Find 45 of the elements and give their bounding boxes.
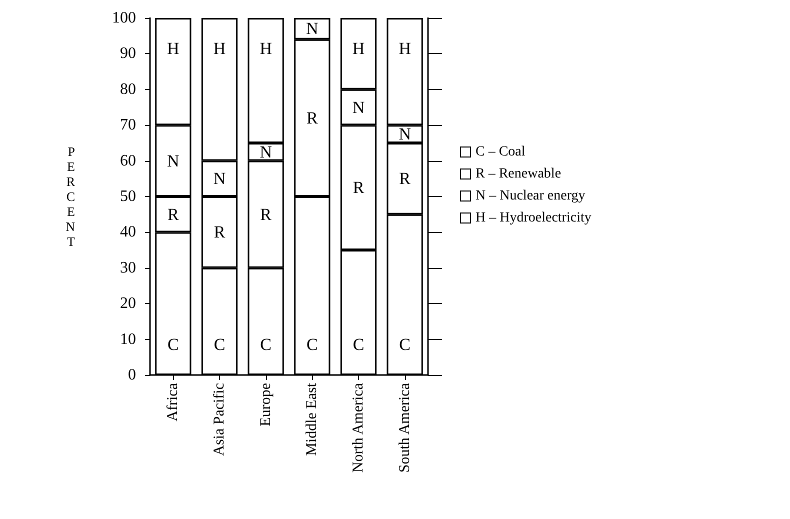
legend-label: R – Renewable [476,166,562,182]
data-label: C [352,335,364,354]
x-tick-label: Middle East [304,382,320,456]
y-tick-label: 20 [120,295,136,312]
data-label: R [214,222,226,242]
data-label: R [167,204,180,224]
data-label: H [167,39,180,58]
data-label: R [260,204,272,224]
y-tick-label: 70 [120,116,136,134]
legend-label: C – Coal [476,144,526,160]
x-tick-label: Europe [258,382,274,426]
data-label: R [306,108,318,128]
y-tick-label: 30 [120,259,136,276]
data-label: N [352,98,365,117]
data-label: H [352,39,365,58]
data-label: N [213,169,226,188]
x-tick-label: North America [350,382,366,473]
data-label: H [398,39,411,58]
x-tick-label: Asia Pacific [212,382,228,456]
y-tick-label: 50 [120,188,136,205]
data-label: R [399,169,412,188]
y-axis-title: PERCENT [66,144,76,249]
data-label: C [260,335,272,354]
x-tick-label: Africa [165,382,182,422]
legend-label: H – Hydroelectricity [476,210,592,226]
y-tick-label: 100 [112,10,136,26]
y-tick-label: 60 [120,152,136,170]
data-label: C [167,335,179,354]
data-label: H [213,39,226,58]
data-label: N [260,142,272,162]
data-label: N [398,124,411,144]
data-label: R [352,178,365,198]
y-tick-label: 90 [120,45,136,62]
x-tick-label: South America [396,382,413,473]
y-tick-label: 40 [120,224,136,241]
data-label: N [167,151,180,170]
legend-label: N – Nuclear energy [476,188,586,204]
y-tick-label: 10 [120,330,136,348]
data-label: C [399,335,411,354]
y-tick-label: 0 [128,366,136,384]
data-label: H [260,39,272,58]
data-label: N [306,19,318,38]
data-label: C [214,335,226,354]
y-tick-label: 80 [120,80,136,98]
data-label: C [306,335,318,354]
